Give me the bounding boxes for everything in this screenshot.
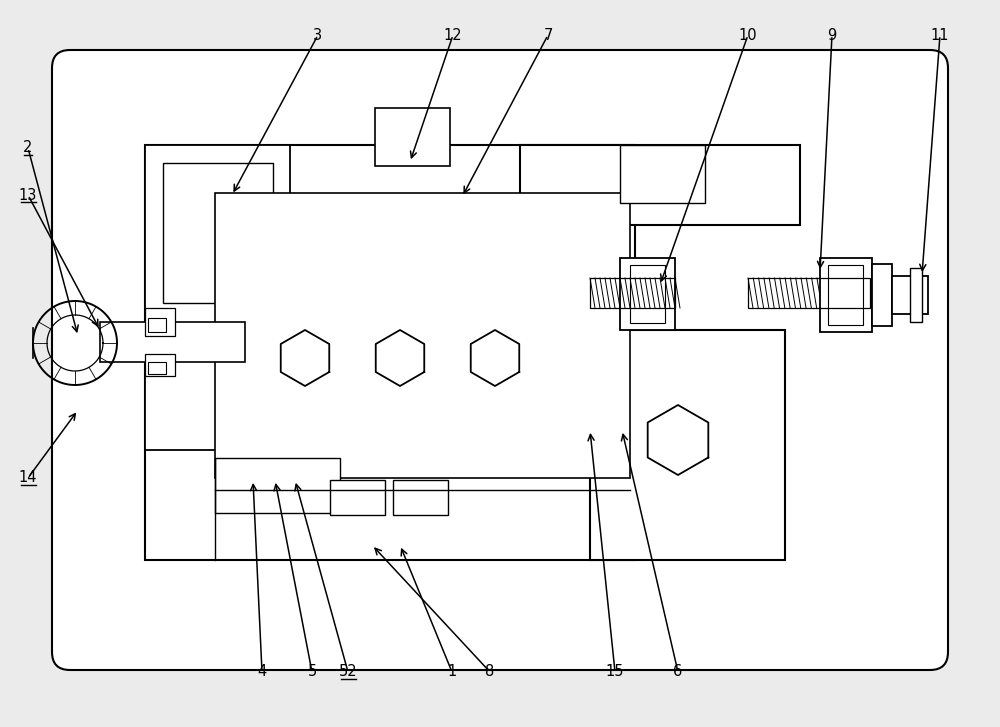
Text: 4: 4	[257, 664, 267, 680]
Text: 11: 11	[931, 28, 949, 42]
Bar	[330, 480, 385, 515]
Bar	[145, 145, 290, 450]
Text: 7: 7	[543, 28, 553, 42]
Text: 13: 13	[19, 188, 37, 203]
Text: 2: 2	[23, 140, 33, 156]
Bar	[620, 145, 705, 203]
Bar	[892, 276, 928, 314]
Bar	[215, 193, 630, 478]
Bar	[630, 265, 665, 323]
Bar	[748, 278, 870, 308]
Bar	[145, 145, 635, 560]
Bar	[100, 322, 245, 362]
Text: 5: 5	[307, 664, 317, 680]
Bar	[828, 265, 863, 325]
Bar	[820, 258, 872, 332]
Bar	[590, 330, 785, 560]
Bar	[393, 480, 448, 515]
Text: 15: 15	[606, 664, 624, 680]
Text: 8: 8	[485, 664, 495, 680]
Text: 14: 14	[19, 470, 37, 486]
Text: 9: 9	[827, 28, 837, 42]
Bar	[620, 258, 675, 330]
Bar	[148, 318, 166, 332]
Text: 12: 12	[444, 28, 462, 42]
Text: 10: 10	[739, 28, 757, 42]
Bar	[145, 308, 175, 336]
Bar	[910, 268, 922, 322]
Text: 1: 1	[447, 664, 457, 680]
Bar	[520, 145, 800, 225]
Text: 3: 3	[313, 28, 323, 42]
Bar	[215, 458, 340, 513]
Bar	[872, 264, 892, 326]
Bar	[145, 354, 175, 376]
Bar	[148, 362, 166, 374]
Bar	[590, 278, 675, 308]
FancyBboxPatch shape	[52, 50, 948, 670]
Text: 6: 6	[673, 664, 683, 680]
Bar	[375, 108, 450, 166]
Bar	[163, 163, 273, 303]
Text: 52: 52	[339, 664, 357, 680]
